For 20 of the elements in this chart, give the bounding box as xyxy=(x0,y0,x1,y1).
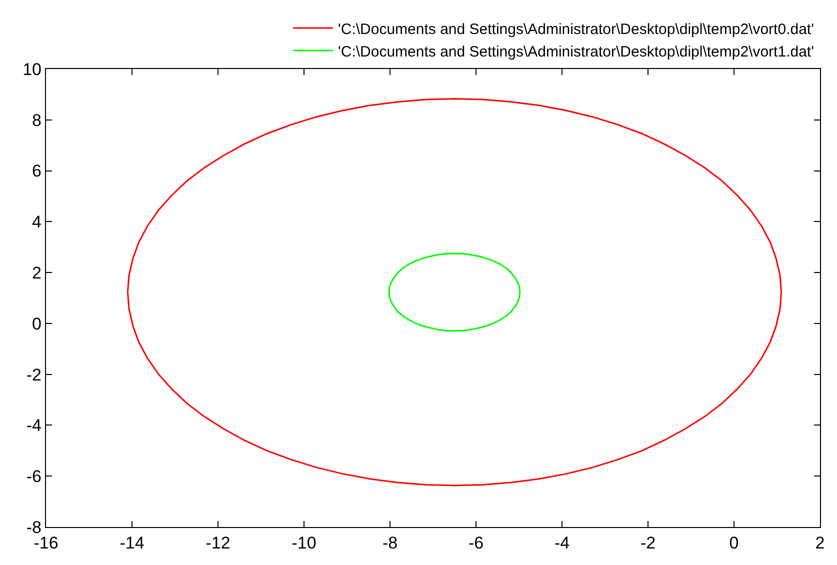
y-tick-label: 2 xyxy=(32,264,42,283)
legend-label: 'C:\Documents and Settings\Administrator\Desktop\dipl\temp2\vort0.dat' xyxy=(338,20,814,38)
x-tick-label: -8 xyxy=(382,534,398,552)
x-tick-label: -4 xyxy=(554,534,570,552)
y-tick-label: 8 xyxy=(32,110,42,130)
x-tick-label: 0 xyxy=(729,534,739,552)
x-tick-label: -6 xyxy=(468,534,484,552)
y-tick-label: 10 xyxy=(22,60,42,79)
x-tick-label: -10 xyxy=(292,534,316,552)
y-tick-label: 4 xyxy=(32,212,42,232)
x-tick-label: -12 xyxy=(206,534,230,552)
x-tick-label: -2 xyxy=(640,534,656,552)
x-tick-label: -14 xyxy=(120,534,144,552)
x-tick-label: 2 xyxy=(815,534,825,552)
y-tick-label: -4 xyxy=(26,416,42,436)
y-tick-label: 0 xyxy=(32,314,42,334)
y-tick-label: -2 xyxy=(26,365,42,384)
legend-label: 'C:\Documents and Settings\Administrator\Desktop\dipl\temp2\vort1.dat' xyxy=(338,43,814,60)
y-tick-label: 6 xyxy=(32,162,42,181)
y-tick-label: -6 xyxy=(26,467,42,486)
